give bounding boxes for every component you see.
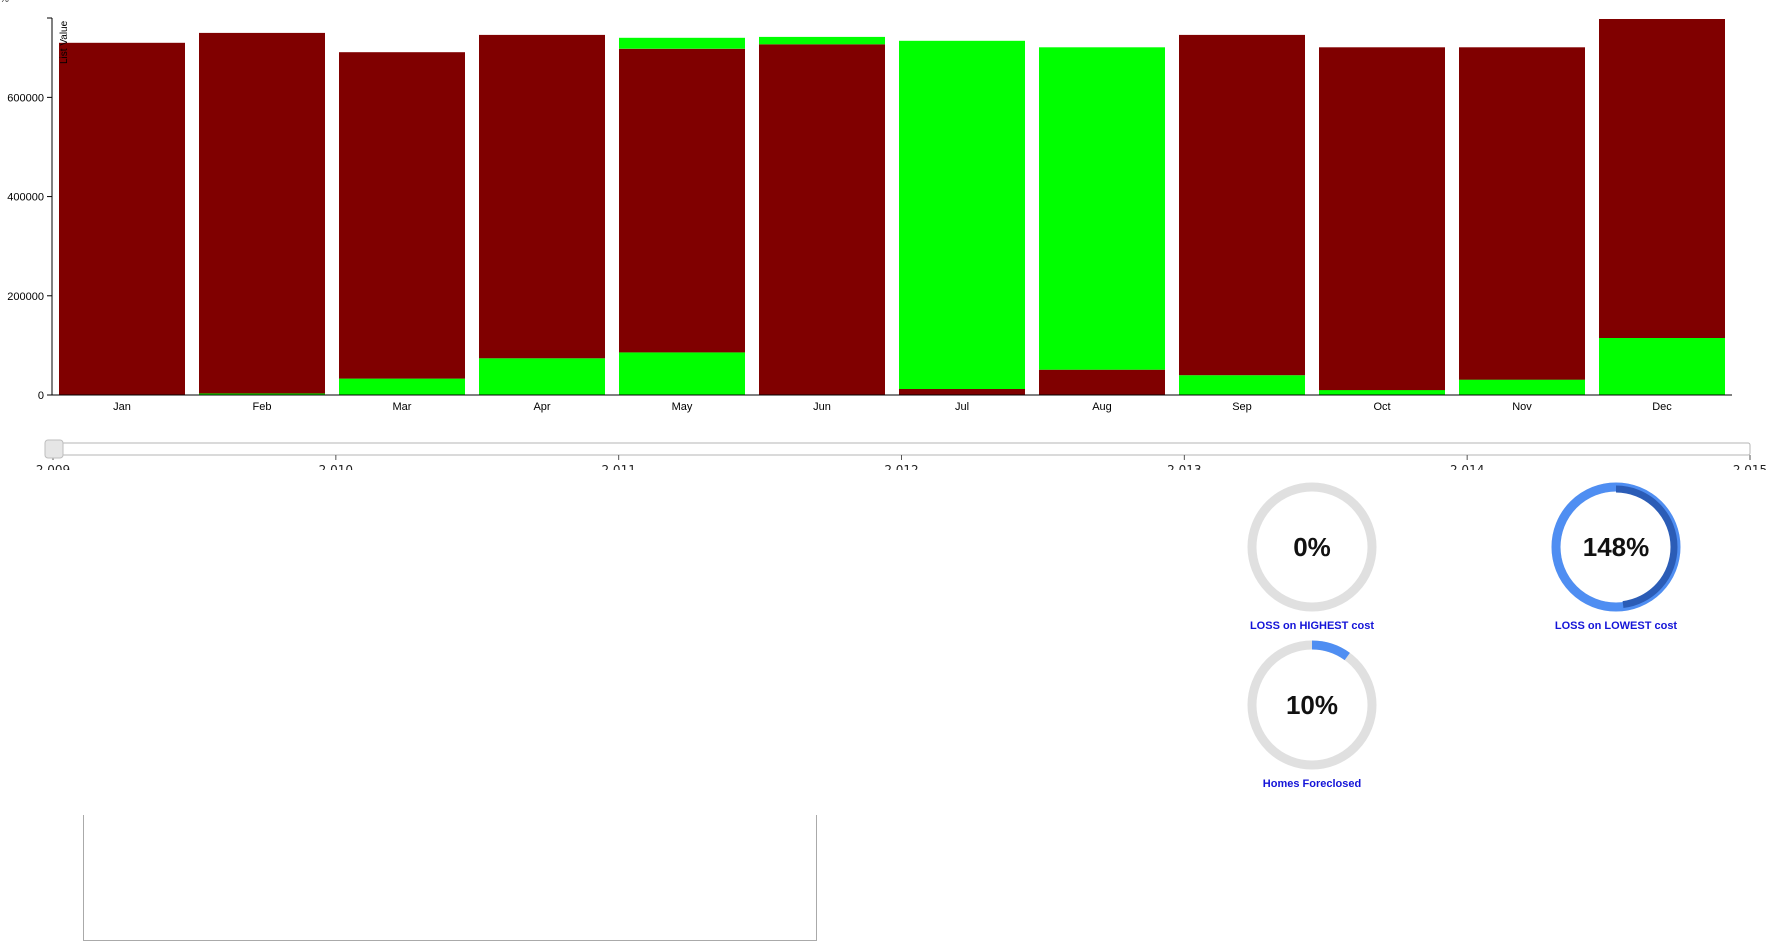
slider-tick-label: 2,009 <box>36 463 70 470</box>
slider-tick-label: 2,015 <box>1733 463 1767 470</box>
bar-sep-segment-0 <box>1179 375 1305 395</box>
x-tick-label: Feb <box>253 401 272 413</box>
slider-tick-label: 2,013 <box>1167 463 1201 470</box>
y-tick-label: 200000 <box>7 291 44 303</box>
gauge-label: Homes Foreclosed <box>1262 778 1362 790</box>
bar-dec-segment-0 <box>1599 338 1725 395</box>
bar-jun-segment-0 <box>759 44 885 396</box>
x-tick-label: Aug <box>1092 401 1112 413</box>
x-tick-label: Sep <box>1232 401 1252 413</box>
bar-apr-segment-0 <box>479 358 605 395</box>
x-tick-label: Dec <box>1652 401 1672 413</box>
bar-mar-segment-0 <box>339 378 465 395</box>
list-value-bar-chart: Jan Feb Mar Apr May Jun Jul Aug Sep Oct Nov Dec 0 200… <box>7 17 1767 470</box>
bar-mar-segment-1 <box>339 52 465 379</box>
bar-jan-segment-0 <box>59 42 185 396</box>
gauge-overflow <box>1554 485 1678 609</box>
empty-panel <box>83 815 817 941</box>
bar-may-segment-2 <box>619 37 745 49</box>
bar-dec-segment-1 <box>1599 19 1725 338</box>
gauge-loss-on-highest-cost: 0% LOSS on HIGHEST cost <box>1242 477 1382 637</box>
gauge-ring <box>1247 482 1377 612</box>
x-tick-label: Jan <box>113 401 131 413</box>
year-slider[interactable]: 2,009 2,010 2,011 2,012 2,013 2,014 2,015 <box>36 439 1767 470</box>
x-tick-label: Nov <box>1512 401 1532 413</box>
x-tick-label: Oct <box>1373 401 1390 413</box>
slider-tick-label: 2,011 <box>601 463 635 470</box>
bar-nov-segment-1 <box>1459 47 1585 380</box>
gauge-label: LOSS on LOWEST cost <box>1554 620 1678 632</box>
gauge-ring <box>1247 640 1377 770</box>
slider-handle[interactable] <box>44 439 64 459</box>
bar-may-segment-1 <box>619 48 745 353</box>
corner-mark: % <box>0 0 9 5</box>
bar-feb-segment-1 <box>199 32 325 394</box>
gauge-ring <box>1551 482 1681 612</box>
gauge-fill <box>1247 640 1377 770</box>
slider-track[interactable] <box>52 442 1751 456</box>
bar-jun-segment-1 <box>759 36 885 45</box>
x-tick-label: Jul <box>955 401 969 413</box>
slider-tick-label: 2,014 <box>1450 463 1484 470</box>
bar-jul-segment-0 <box>899 389 1025 395</box>
bar-oct-segment-0 <box>1319 390 1445 395</box>
y-axis-title: List Value <box>59 20 70 64</box>
x-tick-label: Apr <box>533 401 550 413</box>
bars-layer <box>59 19 1725 396</box>
gauge-track <box>1247 482 1377 612</box>
gauge-label: LOSS on HIGHEST cost <box>1249 620 1375 632</box>
x-tick-label: Jun <box>813 401 831 413</box>
x-tick-label: May <box>672 401 693 413</box>
bar-jul-segment-1 <box>899 40 1025 390</box>
y-tick-label: 0 <box>38 390 44 402</box>
bar-may-segment-0 <box>619 352 745 395</box>
bar-aug-segment-0 <box>1039 369 1165 395</box>
gauge-loss-on-lowest-cost: 148% LOSS on LOWEST cost <box>1546 477 1686 637</box>
slider-tick-label: 2,012 <box>884 463 918 470</box>
bar-sep-segment-1 <box>1179 34 1305 376</box>
gauge-value: 0% <box>1293 532 1331 562</box>
bar-aug-segment-1 <box>1039 47 1165 370</box>
gauge-value: 148% <box>1582 532 1650 562</box>
x-tick-label: Mar <box>393 401 412 413</box>
bar-oct-segment-1 <box>1319 47 1445 391</box>
bar-feb-segment-0 <box>199 393 325 395</box>
axes-layer: Jan Feb Mar Apr May Jun Jul Aug Sep Oct Nov Dec 0 200… <box>7 17 1732 413</box>
slider-tick-label: 2,010 <box>319 463 353 470</box>
bar-apr-segment-1 <box>479 34 605 359</box>
gauge-value: 10% <box>1285 690 1339 720</box>
bar-nov-segment-0 <box>1459 379 1585 395</box>
y-tick-label: 400000 <box>7 192 44 204</box>
y-tick-label: 600000 <box>7 92 44 104</box>
gauge-homes-foreclosed: 10% Homes Foreclosed <box>1242 635 1382 795</box>
